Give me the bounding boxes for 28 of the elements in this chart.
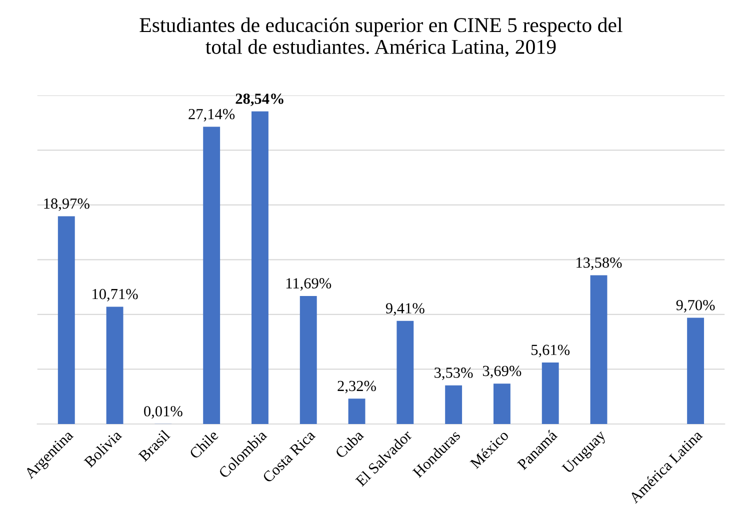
bar (58, 216, 75, 424)
data-label: 11,69% (286, 278, 332, 291)
data-label: 13,58% (576, 257, 622, 270)
data-label: 28,54% (236, 94, 284, 106)
x-tick-label: Cuba (334, 429, 364, 459)
bar (300, 296, 317, 424)
data-label: 0,01% (144, 406, 182, 419)
x-tick-label: Chile (188, 429, 219, 460)
data-label: 3,69% (482, 366, 522, 378)
chart-title: Estudiantes de educación superior en CINE 5 respecto del total de estudiantes. América Latina, 2019 (140, 17, 622, 57)
bar (252, 111, 268, 424)
data-label: 5,61% (532, 344, 570, 358)
data-label: 27,14% (188, 108, 235, 122)
bar (542, 362, 559, 424)
bar (493, 384, 510, 424)
bar (396, 320, 414, 424)
data-label: 2,32% (338, 380, 376, 394)
bar (203, 126, 220, 424)
data-label: 10,71% (92, 288, 138, 302)
data-label: 9,70% (676, 300, 715, 312)
bar (106, 306, 124, 424)
data-label: 9,41% (386, 303, 424, 316)
data-label: 3,53% (434, 368, 473, 380)
data-label: 18,97% (44, 198, 90, 211)
bar (348, 398, 366, 424)
bar (445, 385, 462, 424)
bar (687, 318, 704, 424)
bar (590, 275, 608, 424)
